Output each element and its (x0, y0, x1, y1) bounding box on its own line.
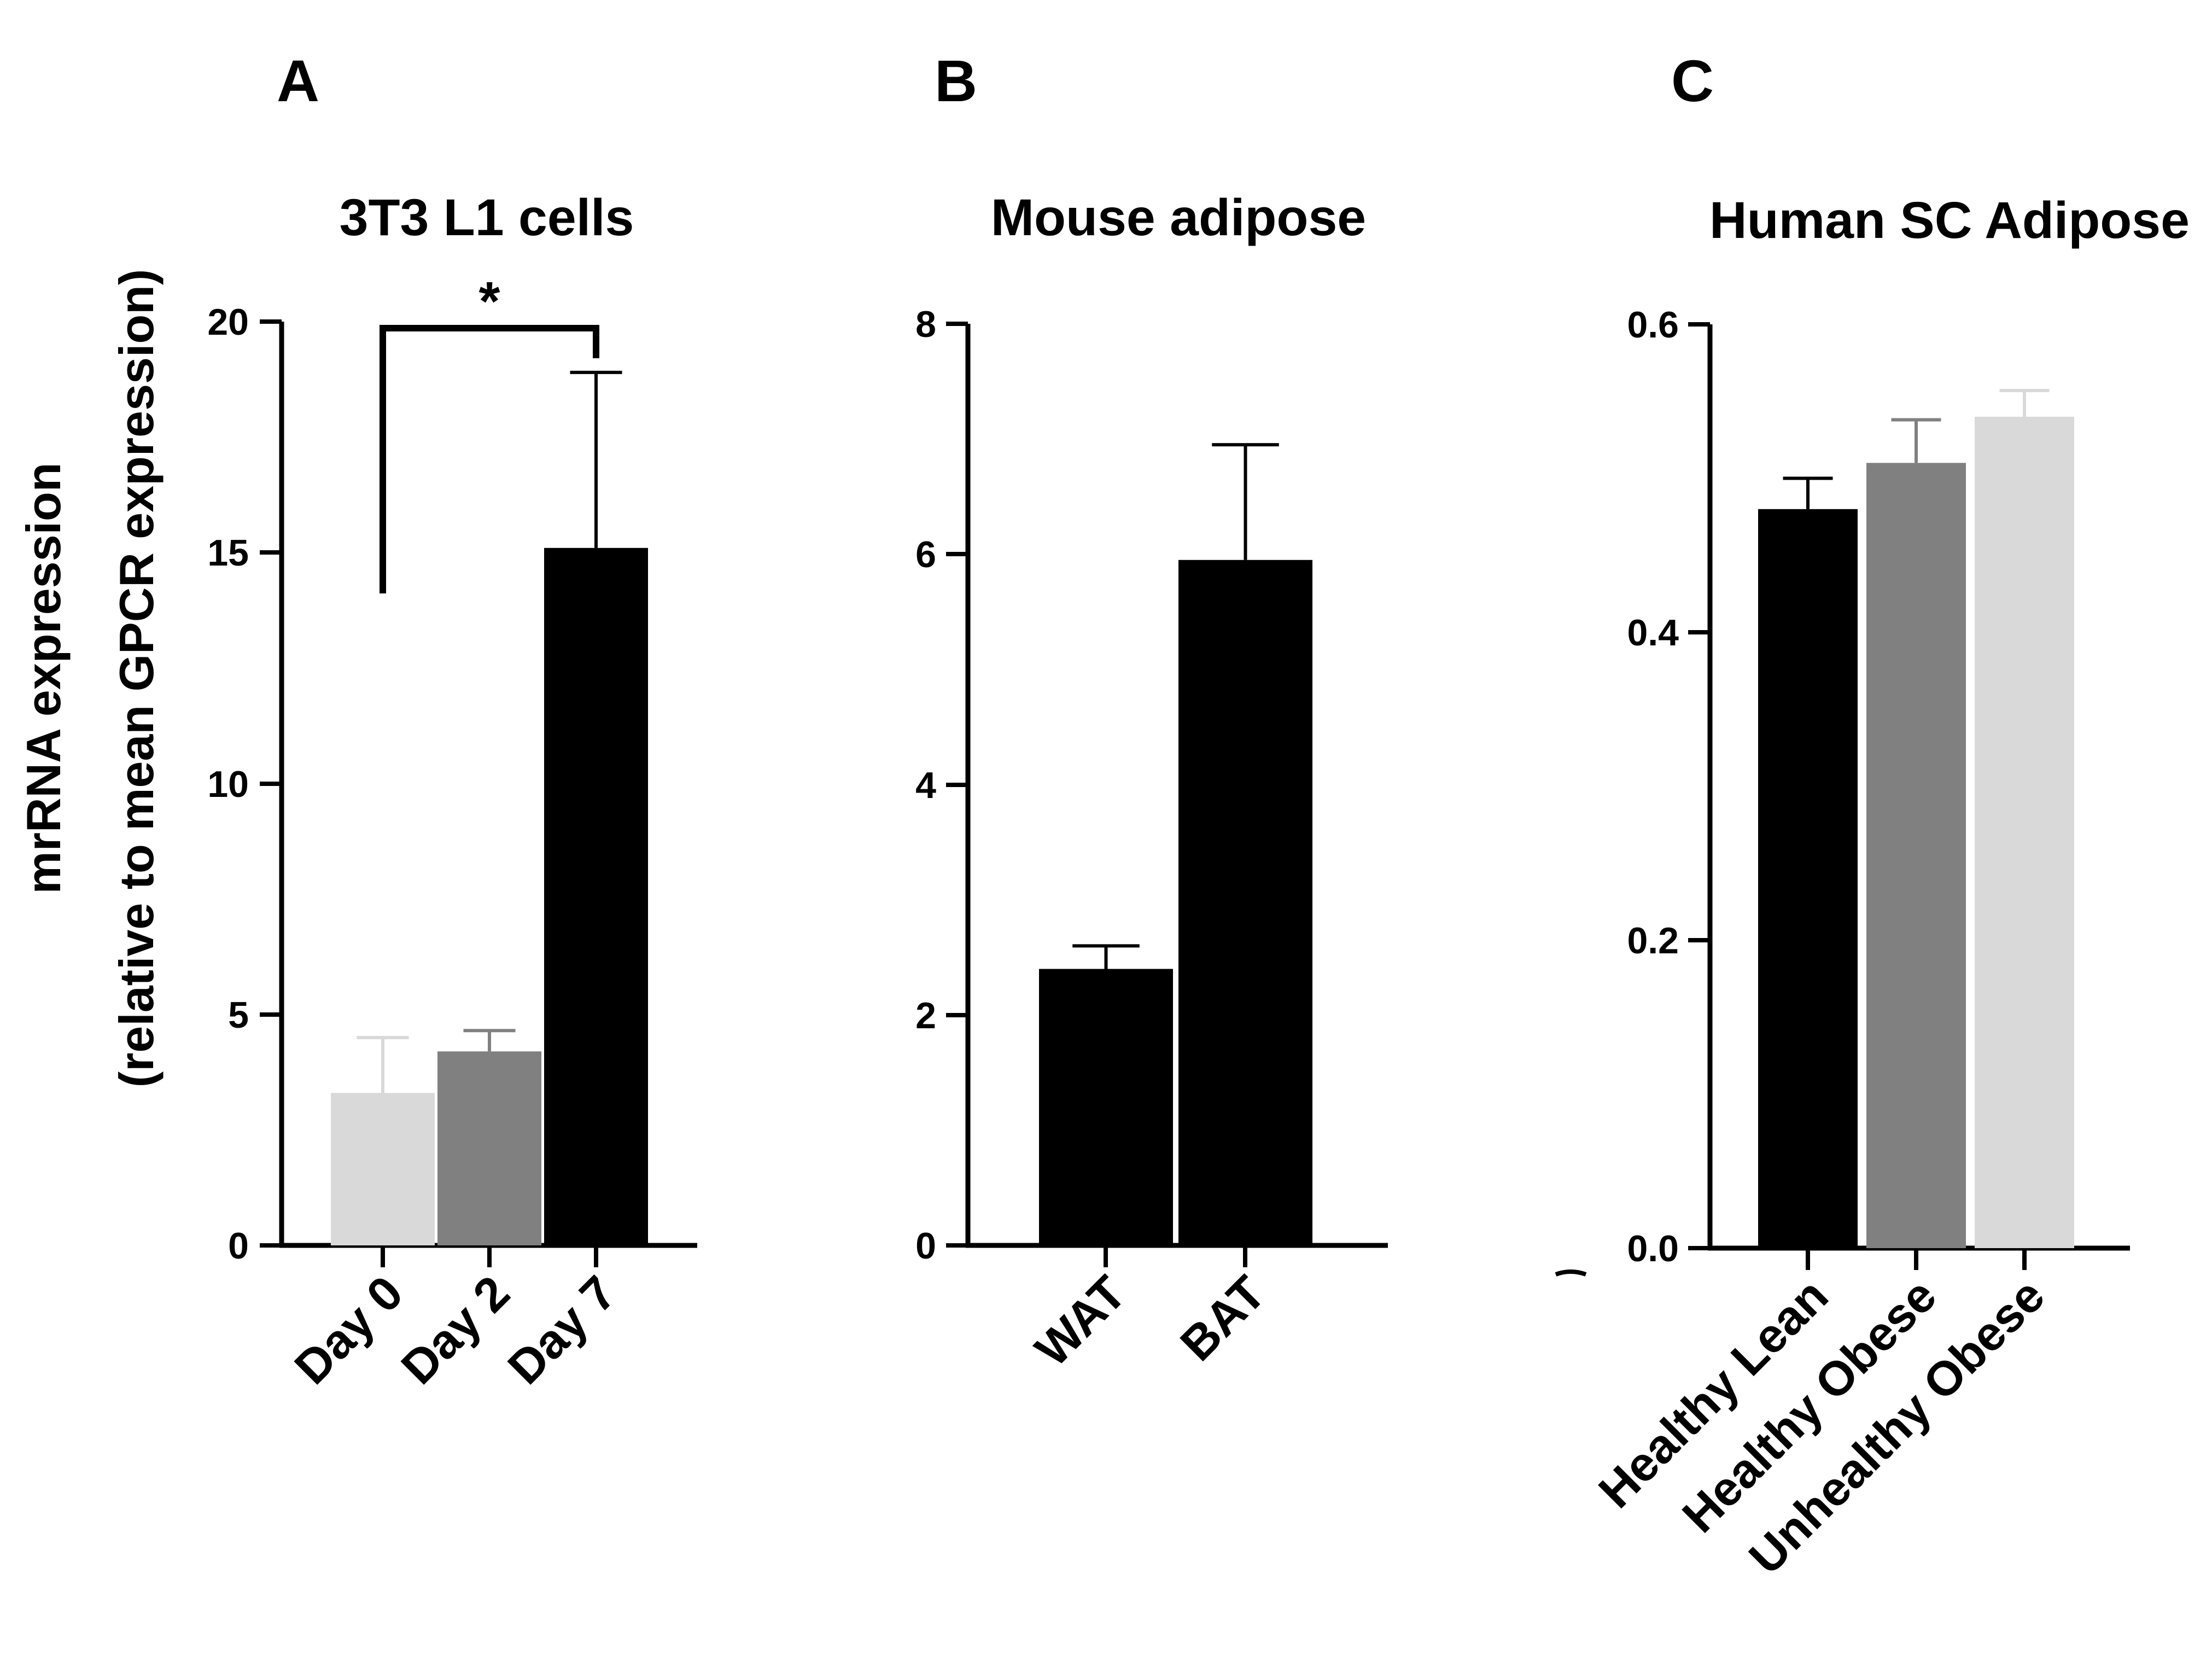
bar-c-1 (1866, 463, 1966, 1248)
y-tick-label-b: 6 (915, 534, 936, 575)
significance-star: * (479, 271, 500, 332)
chart-title-a: 3T3 L1 cells (340, 189, 634, 247)
bar-a-1 (437, 1051, 541, 1245)
y-axis-label-line-1: mrRNA expression (16, 463, 71, 894)
x-tick-label-a: Day 0 (284, 1265, 413, 1394)
panel-b: B Mouse adipose 0 2 4 6 8 WAT BAT (915, 48, 1388, 1377)
stray-mark (1555, 1269, 1587, 1277)
y-tick-label-b: 2 (915, 995, 936, 1036)
y-axis-label-line-2: (relative to mean GPCR expression) (109, 269, 164, 1087)
y-tick-label-a: 15 (207, 532, 249, 574)
x-tick-label-a: Day 2 (390, 1265, 520, 1394)
panel-c: C Human SC Adipose 0.0 0.2 0.4 0.6 Healt… (1555, 48, 2190, 1585)
bar-b-1 (1178, 560, 1312, 1245)
panel-letter-c: C (1671, 48, 1714, 114)
y-tick-label-c: 0.6 (1627, 304, 1679, 346)
bar-a-0 (331, 1093, 435, 1245)
y-tick-label-b: 8 (915, 304, 936, 345)
x-tick-label-a: Day 7 (497, 1265, 626, 1394)
y-tick-label-a: 5 (228, 994, 249, 1036)
y-tick-label-c: 0.4 (1627, 612, 1679, 654)
chart-title-b: Mouse adipose (991, 189, 1366, 247)
y-tick-label-c: 0.2 (1627, 920, 1679, 962)
y-axis-label-a: mrRNA expression (relative to mean GPCR … (16, 269, 164, 1087)
y-tick-label-a: 20 (207, 301, 249, 343)
bar-c-2 (1975, 416, 2074, 1248)
y-tick-label-b: 4 (915, 765, 936, 806)
y-tick-label-b: 0 (915, 1225, 936, 1267)
bar-c-0 (1758, 509, 1858, 1248)
y-tick-label-a: 10 (207, 764, 249, 805)
chart-title-c: Human SC Adipose (1709, 191, 2190, 249)
bar-b-0 (1039, 969, 1173, 1245)
panel-letter-a: A (277, 48, 319, 114)
significance-bracket (380, 325, 599, 593)
y-tick-label-a: 0 (228, 1225, 249, 1267)
x-tick-label-b: WAT (1025, 1265, 1136, 1377)
x-tick-label-b: BAT (1170, 1265, 1275, 1371)
bar-a-2 (544, 547, 648, 1246)
panel-letter-b: B (935, 48, 977, 114)
panel-a: A 3T3 L1 cells mrRNA expression (relativ… (16, 48, 697, 1394)
y-tick-label-c: 0.0 (1627, 1228, 1679, 1269)
